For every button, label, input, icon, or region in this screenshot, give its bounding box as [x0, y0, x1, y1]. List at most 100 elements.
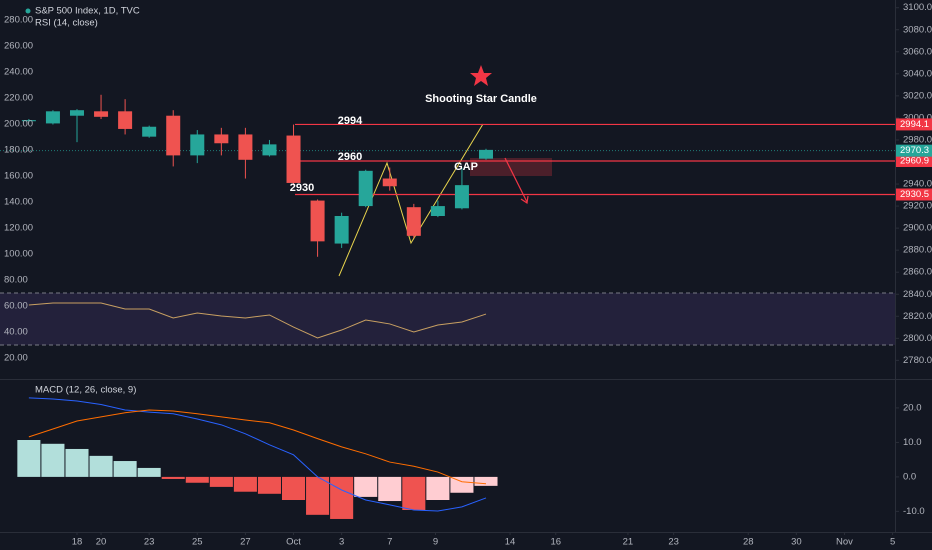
histogram-bar	[450, 476, 474, 493]
histogram-bar	[209, 476, 233, 487]
level-price-label: 2994.1	[900, 119, 929, 130]
y-tick-label: 3100.0	[903, 2, 932, 13]
star-icon	[470, 65, 492, 86]
y-tick-label: 2800.0	[903, 333, 932, 344]
left-tick-label: 140.00	[4, 197, 33, 208]
y-tick-label: 10.0	[903, 437, 922, 448]
histogram-bar	[426, 476, 450, 500]
left-tick-label: 260.00	[4, 41, 33, 52]
x-tick-label: 20	[96, 537, 107, 548]
zigzag-drawing	[338, 123, 484, 277]
annotation: GAP	[454, 161, 478, 173]
left-tick-label: 80.00	[4, 275, 28, 286]
left-tick-label: 280.00	[4, 15, 33, 26]
x-tick-label: 23	[144, 537, 155, 548]
histogram-bar	[113, 461, 137, 477]
last-price-label: 2970.3	[900, 145, 929, 156]
histogram-bar	[474, 476, 498, 486]
gap-zone	[470, 158, 552, 176]
candle-body	[69, 110, 84, 116]
y-tick-label: 2920.0	[903, 201, 932, 212]
y-tick-label: 3080.0	[903, 24, 932, 35]
y-tick-label: 3060.0	[903, 46, 932, 57]
x-tick-label: Nov	[836, 537, 853, 548]
x-tick-label: 23	[668, 537, 679, 548]
rsi-title: RSI (14, close)	[35, 18, 98, 29]
x-tick-label: 16	[550, 537, 561, 548]
histogram-bar	[89, 455, 113, 477]
left-tick-label: 100.00	[4, 249, 33, 260]
left-tick-label: 160.00	[4, 171, 33, 182]
histogram-bar	[257, 476, 281, 494]
histogram-bar	[185, 476, 209, 483]
histogram-bar	[65, 448, 89, 477]
histogram-bar	[161, 476, 185, 479]
candle-body	[334, 216, 349, 244]
x-tick-label: 5	[890, 537, 895, 548]
candle-body	[166, 115, 181, 156]
candle-body	[286, 135, 301, 183]
y-tick-label: 2840.0	[903, 289, 932, 300]
x-tick-label: 30	[791, 537, 802, 548]
histogram-bar	[233, 476, 257, 492]
candle-body	[142, 126, 157, 137]
y-tick-label: 2860.0	[903, 267, 932, 278]
left-tick-label: 40.00	[4, 327, 28, 338]
macd-line	[28, 397, 487, 512]
y-tick-label: 3000.0	[903, 112, 932, 123]
arrow-head	[520, 195, 529, 205]
x-tick-label: 18	[72, 537, 83, 548]
candle-body	[214, 134, 229, 144]
level-price-box	[896, 118, 932, 131]
histogram-bar	[17, 440, 41, 477]
left-tick-label: 220.00	[4, 93, 33, 104]
level-price-box	[896, 155, 932, 168]
histogram-bar	[378, 476, 402, 502]
histogram-bar	[402, 476, 426, 510]
candle-body	[478, 149, 493, 159]
candle-body	[118, 111, 133, 129]
candle-body	[454, 185, 469, 209]
candle-body	[45, 111, 60, 124]
candle-body	[406, 207, 421, 236]
y-tick-label: 3040.0	[903, 68, 932, 79]
x-tick-label: 27	[240, 537, 251, 548]
y-tick-label: 2880.0	[903, 245, 932, 256]
candle-body	[238, 134, 253, 160]
histogram-bar	[137, 467, 161, 477]
x-tick-label: 3	[339, 537, 344, 548]
x-tick-label: 21	[623, 537, 634, 548]
annotation: Shooting Star Candle	[425, 93, 537, 105]
annotation: 2994	[338, 115, 363, 127]
y-tick-label: 2820.0	[903, 311, 932, 322]
histogram-bar	[281, 476, 306, 500]
candle-body	[21, 120, 36, 122]
y-tick-label: 3020.0	[903, 90, 932, 101]
x-tick-label: 7	[387, 537, 392, 548]
left-tick-label: 240.00	[4, 67, 33, 78]
y-tick-label: 2940.0	[903, 179, 932, 190]
candle-body	[358, 170, 373, 207]
symbol-title: S&P 500 Index, 1D, TVC	[35, 6, 140, 17]
status-dot	[25, 8, 31, 14]
candle-body	[430, 206, 445, 216]
left-tick-label: 200.00	[4, 119, 33, 130]
last-price-box	[896, 144, 932, 157]
level-price-box	[896, 188, 932, 201]
left-tick-label: 60.00	[4, 301, 28, 312]
candle-body	[382, 178, 397, 187]
histogram-bar	[330, 476, 354, 519]
candle-body	[190, 134, 205, 156]
candle-body	[94, 111, 109, 117]
level-price-label: 2930.5	[900, 189, 929, 200]
candle-body	[262, 144, 277, 156]
left-tick-label: 120.00	[4, 223, 33, 234]
x-tick-label: 25	[192, 537, 203, 548]
y-tick-label: 0.0	[903, 471, 916, 482]
y-tick-label: 2980.0	[903, 134, 932, 145]
signal-line	[28, 409, 487, 485]
left-tick-label: 180.00	[4, 145, 33, 156]
y-tick-label: 20.0	[903, 402, 922, 413]
